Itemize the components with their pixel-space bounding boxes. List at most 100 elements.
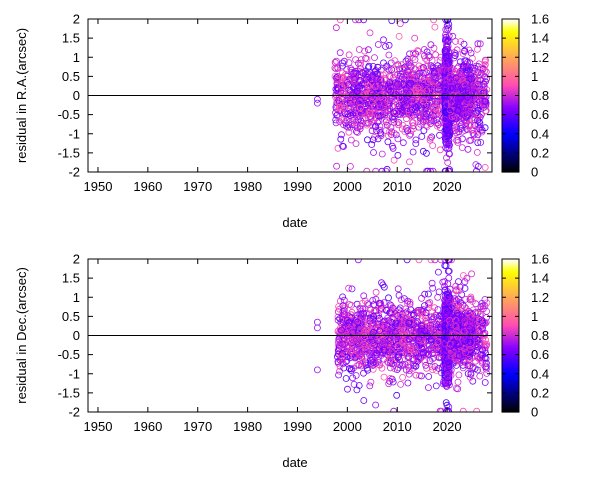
data-point bbox=[343, 94, 351, 101]
data-point bbox=[403, 336, 411, 344]
data-point bbox=[430, 112, 438, 120]
data-point bbox=[481, 302, 489, 310]
data-point bbox=[341, 312, 349, 320]
data-point bbox=[419, 312, 427, 320]
data-point bbox=[413, 325, 421, 333]
data-point bbox=[286, 84, 294, 92]
data-point bbox=[368, 141, 376, 148]
data-point bbox=[407, 346, 415, 354]
data-point bbox=[426, 86, 434, 94]
data-point bbox=[385, 86, 393, 93]
data-point bbox=[338, 326, 345, 334]
data-point bbox=[332, 24, 340, 32]
data-point bbox=[422, 149, 430, 157]
colorbar-swatch bbox=[502, 145, 519, 148]
data-point bbox=[383, 165, 391, 172]
data-point bbox=[429, 64, 437, 72]
ra-y-axis-label: residual in R.A.(arcsec) bbox=[14, 28, 29, 163]
data-point bbox=[430, 19, 437, 24]
data-point bbox=[394, 364, 402, 372]
data-point bbox=[384, 345, 392, 353]
data-point bbox=[430, 104, 438, 112]
data-point bbox=[464, 362, 472, 369]
data-point bbox=[286, 141, 294, 149]
data-point bbox=[363, 314, 371, 322]
data-point bbox=[119, 88, 127, 96]
data-point bbox=[371, 103, 379, 111]
colorbar-swatch bbox=[502, 138, 519, 141]
data-point bbox=[362, 72, 370, 79]
colorbar-swatch bbox=[502, 110, 519, 113]
data-point bbox=[466, 66, 474, 74]
colorbar-swatch bbox=[502, 54, 519, 57]
data-point bbox=[388, 142, 396, 150]
data-point bbox=[384, 138, 392, 146]
data-point bbox=[363, 167, 371, 172]
data-point bbox=[332, 119, 340, 127]
data-point bbox=[483, 75, 491, 82]
colorbar-swatch bbox=[502, 152, 519, 155]
data-point bbox=[357, 362, 365, 370]
colorbar-swatch bbox=[502, 91, 519, 94]
data-point bbox=[463, 93, 471, 101]
data-point bbox=[443, 36, 451, 43]
colorbar-swatch bbox=[502, 159, 519, 162]
data-point bbox=[339, 59, 347, 67]
data-point bbox=[375, 117, 383, 125]
data-point bbox=[425, 333, 433, 341]
data-point bbox=[377, 91, 385, 98]
y-tick-label: -0.5 bbox=[58, 107, 80, 122]
data-point bbox=[382, 339, 390, 347]
data-point bbox=[342, 358, 350, 366]
data-point bbox=[340, 104, 348, 112]
data-point bbox=[474, 131, 482, 139]
data-point bbox=[406, 131, 414, 139]
data-point bbox=[377, 100, 385, 108]
data-point bbox=[466, 97, 473, 104]
colorbar-swatch bbox=[502, 109, 519, 112]
data-point bbox=[447, 78, 455, 86]
data-point bbox=[406, 158, 413, 166]
data-point bbox=[436, 131, 443, 139]
data-point bbox=[465, 137, 473, 145]
data-point bbox=[473, 167, 480, 172]
data-point bbox=[372, 401, 380, 409]
colorbar-swatch bbox=[502, 85, 519, 88]
data-point bbox=[413, 351, 421, 359]
data-point bbox=[436, 407, 444, 412]
data-point bbox=[424, 78, 432, 86]
data-point bbox=[361, 71, 369, 78]
data-point bbox=[355, 317, 363, 325]
data-point bbox=[479, 96, 487, 104]
data-point bbox=[453, 111, 461, 119]
data-point bbox=[412, 371, 420, 379]
data-point bbox=[353, 88, 361, 95]
data-point bbox=[466, 84, 474, 92]
data-point bbox=[473, 69, 481, 77]
data-point bbox=[400, 295, 408, 303]
data-point bbox=[399, 338, 407, 346]
data-point bbox=[461, 57, 469, 65]
data-point bbox=[481, 98, 489, 105]
data-point bbox=[425, 325, 433, 333]
data-point bbox=[286, 88, 294, 96]
data-point bbox=[381, 322, 389, 330]
colorbar-swatch bbox=[502, 62, 519, 65]
data-point bbox=[415, 353, 423, 361]
colorbar-swatch bbox=[502, 140, 519, 143]
data-point bbox=[475, 93, 483, 100]
data-point bbox=[370, 312, 377, 320]
data-point bbox=[375, 314, 383, 322]
colorbar-swatch bbox=[502, 90, 519, 93]
data-point bbox=[357, 326, 365, 334]
data-point bbox=[477, 124, 485, 132]
data-point bbox=[354, 129, 362, 136]
data-point bbox=[366, 382, 374, 390]
colorbar-swatch bbox=[502, 55, 519, 58]
data-point bbox=[475, 333, 483, 341]
data-point bbox=[384, 111, 391, 119]
data-point bbox=[379, 82, 387, 89]
colorbar-swatch bbox=[502, 48, 519, 51]
data-point bbox=[358, 310, 366, 318]
